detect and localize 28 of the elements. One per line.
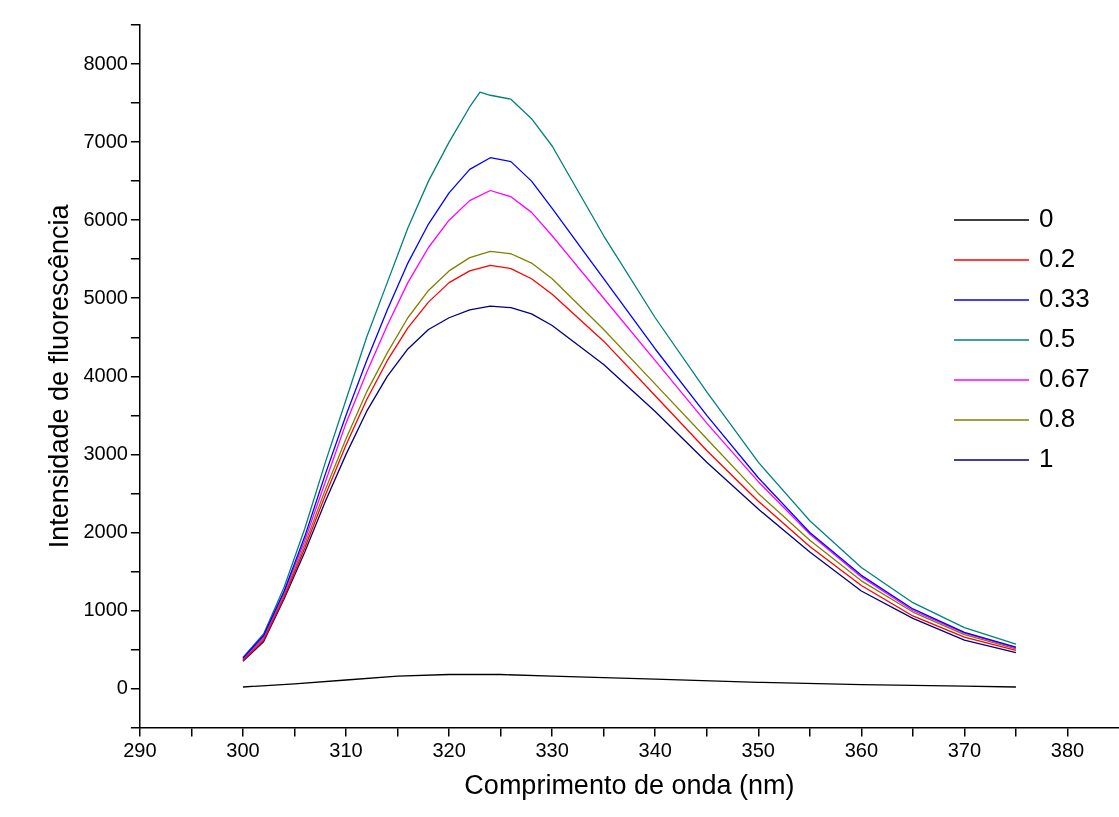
x-tick-label: 380: [1050, 739, 1085, 762]
x-tick-label: 350: [741, 739, 775, 762]
x-tick-label: 310: [329, 739, 363, 762]
legend-label: 0: [1039, 203, 1054, 234]
legend-label: 1: [1039, 443, 1054, 474]
x-tick-label: 340: [638, 739, 672, 762]
x-axis-title: Comprimento de onda (nm): [464, 770, 795, 801]
legend-label: 0.5: [1039, 323, 1076, 354]
y-tick-label: 2000: [83, 519, 128, 542]
y-tick-label: 6000: [83, 207, 128, 230]
y-tick-label: 1000: [83, 598, 128, 621]
legend-label: 0.8: [1039, 403, 1076, 434]
legend-label: 0.33: [1039, 283, 1090, 314]
y-tick-label: 3000: [83, 441, 128, 464]
legend-label: 0.67: [1039, 363, 1090, 394]
y-tick-label: 5000: [83, 285, 128, 308]
x-tick-label: 320: [432, 739, 466, 762]
legend-label: 0.2: [1039, 243, 1076, 274]
y-tick-label: 7000: [83, 129, 128, 152]
x-tick-label: 370: [947, 739, 982, 762]
x-tick-label: 290: [123, 739, 157, 762]
y-axis-title: Intensidade de fluorescência: [43, 203, 74, 549]
x-tick-label: 360: [844, 739, 879, 762]
y-tick-label: 0: [116, 676, 128, 699]
x-tick-label: 300: [226, 739, 260, 762]
x-tick-label: 330: [535, 739, 569, 762]
y-tick-label: 8000: [83, 51, 128, 74]
y-tick-label: 4000: [83, 363, 128, 386]
